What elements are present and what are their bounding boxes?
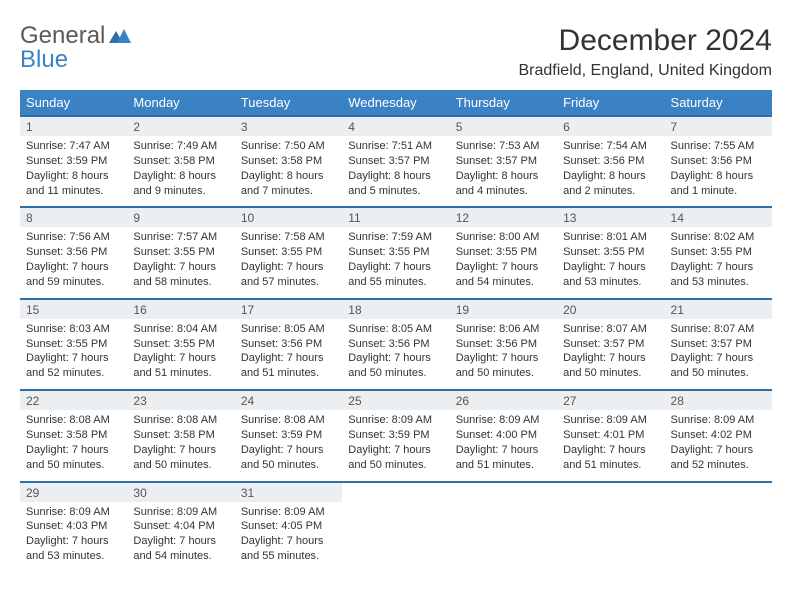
day-of-week-header: Thursday: [450, 90, 557, 116]
date-number-cell: 21: [665, 299, 772, 319]
date-number-cell: 6: [557, 116, 664, 136]
date-data-cell: Sunrise: 7:56 AMSunset: 3:56 PMDaylight:…: [20, 227, 127, 298]
date-number-cell: 5: [450, 116, 557, 136]
date-data-cell: Sunrise: 7:53 AMSunset: 3:57 PMDaylight:…: [450, 136, 557, 207]
date-data-cell: Sunrise: 8:04 AMSunset: 3:55 PMDaylight:…: [127, 319, 234, 390]
date-number-cell: [557, 482, 664, 502]
date-data-cell: Sunrise: 8:09 AMSunset: 4:00 PMDaylight:…: [450, 410, 557, 481]
date-number-cell: 30: [127, 482, 234, 502]
date-number-cell: 17: [235, 299, 342, 319]
date-number-row: 293031: [20, 482, 772, 502]
date-number-cell: 13: [557, 207, 664, 227]
date-number-cell: 26: [450, 390, 557, 410]
day-of-week-header: Saturday: [665, 90, 772, 116]
day-of-week-header: Friday: [557, 90, 664, 116]
date-number-cell: 16: [127, 299, 234, 319]
date-data-cell: Sunrise: 7:51 AMSunset: 3:57 PMDaylight:…: [342, 136, 449, 207]
date-number-cell: 10: [235, 207, 342, 227]
date-data-cell: Sunrise: 7:57 AMSunset: 3:55 PMDaylight:…: [127, 227, 234, 298]
date-data-cell: Sunrise: 8:06 AMSunset: 3:56 PMDaylight:…: [450, 319, 557, 390]
date-data-cell: Sunrise: 8:02 AMSunset: 3:55 PMDaylight:…: [665, 227, 772, 298]
date-number-row: 22232425262728: [20, 390, 772, 410]
date-number-cell: 28: [665, 390, 772, 410]
date-data-cell: Sunrise: 8:01 AMSunset: 3:55 PMDaylight:…: [557, 227, 664, 298]
day-of-week-header: Monday: [127, 90, 234, 116]
date-number-cell: 3: [235, 116, 342, 136]
calendar-table: SundayMondayTuesdayWednesdayThursdayFrid…: [20, 90, 772, 572]
date-number-cell: [450, 482, 557, 502]
title-block: December 2024 Bradfield, England, United…: [519, 24, 773, 80]
date-data-cell: Sunrise: 8:09 AMSunset: 4:05 PMDaylight:…: [235, 502, 342, 572]
date-data-cell: Sunrise: 8:00 AMSunset: 3:55 PMDaylight:…: [450, 227, 557, 298]
date-number-cell: 1: [20, 116, 127, 136]
logo-triangle-icon: [109, 24, 131, 48]
month-title: December 2024: [519, 24, 773, 58]
day-of-week-header: Wednesday: [342, 90, 449, 116]
date-data-cell: Sunrise: 7:59 AMSunset: 3:55 PMDaylight:…: [342, 227, 449, 298]
date-number-cell: 14: [665, 207, 772, 227]
date-data-cell: Sunrise: 8:08 AMSunset: 3:58 PMDaylight:…: [20, 410, 127, 481]
date-number-row: 1234567: [20, 116, 772, 136]
header: General Blue December 2024 Bradfield, En…: [20, 24, 772, 80]
date-data-cell: Sunrise: 8:09 AMSunset: 4:02 PMDaylight:…: [665, 410, 772, 481]
brand-part1: General: [20, 22, 105, 49]
date-data-cell: [557, 502, 664, 572]
date-number-cell: 18: [342, 299, 449, 319]
day-of-week-row: SundayMondayTuesdayWednesdayThursdayFrid…: [20, 90, 772, 116]
date-number-cell: 11: [342, 207, 449, 227]
date-number-cell: 8: [20, 207, 127, 227]
date-data-row: Sunrise: 7:56 AMSunset: 3:56 PMDaylight:…: [20, 227, 772, 298]
date-data-cell: Sunrise: 8:09 AMSunset: 3:59 PMDaylight:…: [342, 410, 449, 481]
date-number-cell: 20: [557, 299, 664, 319]
date-number-row: 15161718192021: [20, 299, 772, 319]
date-number-cell: 2: [127, 116, 234, 136]
date-data-cell: Sunrise: 8:08 AMSunset: 3:58 PMDaylight:…: [127, 410, 234, 481]
date-data-cell: [450, 502, 557, 572]
date-data-cell: Sunrise: 7:55 AMSunset: 3:56 PMDaylight:…: [665, 136, 772, 207]
date-data-cell: Sunrise: 7:49 AMSunset: 3:58 PMDaylight:…: [127, 136, 234, 207]
date-number-cell: 7: [665, 116, 772, 136]
date-number-cell: 9: [127, 207, 234, 227]
date-number-cell: 4: [342, 116, 449, 136]
date-data-row: Sunrise: 8:08 AMSunset: 3:58 PMDaylight:…: [20, 410, 772, 481]
date-number-cell: 12: [450, 207, 557, 227]
date-number-cell: 15: [20, 299, 127, 319]
date-data-cell: Sunrise: 8:09 AMSunset: 4:04 PMDaylight:…: [127, 502, 234, 572]
date-data-cell: Sunrise: 7:54 AMSunset: 3:56 PMDaylight:…: [557, 136, 664, 207]
date-data-cell: [342, 502, 449, 572]
day-of-week-header: Sunday: [20, 90, 127, 116]
date-data-cell: Sunrise: 8:03 AMSunset: 3:55 PMDaylight:…: [20, 319, 127, 390]
date-number-cell: 19: [450, 299, 557, 319]
date-number-cell: 23: [127, 390, 234, 410]
date-number-row: 891011121314: [20, 207, 772, 227]
date-data-row: Sunrise: 8:09 AMSunset: 4:03 PMDaylight:…: [20, 502, 772, 572]
date-data-cell: Sunrise: 8:05 AMSunset: 3:56 PMDaylight:…: [342, 319, 449, 390]
date-number-cell: 24: [235, 390, 342, 410]
date-number-cell: 22: [20, 390, 127, 410]
date-data-cell: Sunrise: 8:09 AMSunset: 4:01 PMDaylight:…: [557, 410, 664, 481]
date-data-cell: Sunrise: 8:08 AMSunset: 3:59 PMDaylight:…: [235, 410, 342, 481]
date-data-cell: Sunrise: 8:05 AMSunset: 3:56 PMDaylight:…: [235, 319, 342, 390]
date-number-cell: [665, 482, 772, 502]
date-number-cell: 27: [557, 390, 664, 410]
brand-part2: Blue: [20, 46, 68, 73]
date-data-cell: Sunrise: 8:07 AMSunset: 3:57 PMDaylight:…: [557, 319, 664, 390]
date-data-cell: [665, 502, 772, 572]
date-data-cell: Sunrise: 7:50 AMSunset: 3:58 PMDaylight:…: [235, 136, 342, 207]
date-data-cell: Sunrise: 8:07 AMSunset: 3:57 PMDaylight:…: [665, 319, 772, 390]
date-number-cell: 25: [342, 390, 449, 410]
brand-logo: General Blue: [20, 24, 131, 72]
date-data-cell: Sunrise: 7:58 AMSunset: 3:55 PMDaylight:…: [235, 227, 342, 298]
date-data-row: Sunrise: 8:03 AMSunset: 3:55 PMDaylight:…: [20, 319, 772, 390]
date-data-row: Sunrise: 7:47 AMSunset: 3:59 PMDaylight:…: [20, 136, 772, 207]
date-data-cell: Sunrise: 7:47 AMSunset: 3:59 PMDaylight:…: [20, 136, 127, 207]
day-of-week-header: Tuesday: [235, 90, 342, 116]
date-number-cell: 29: [20, 482, 127, 502]
date-number-cell: [342, 482, 449, 502]
location-text: Bradfield, England, United Kingdom: [519, 62, 773, 80]
date-number-cell: 31: [235, 482, 342, 502]
date-data-cell: Sunrise: 8:09 AMSunset: 4:03 PMDaylight:…: [20, 502, 127, 572]
